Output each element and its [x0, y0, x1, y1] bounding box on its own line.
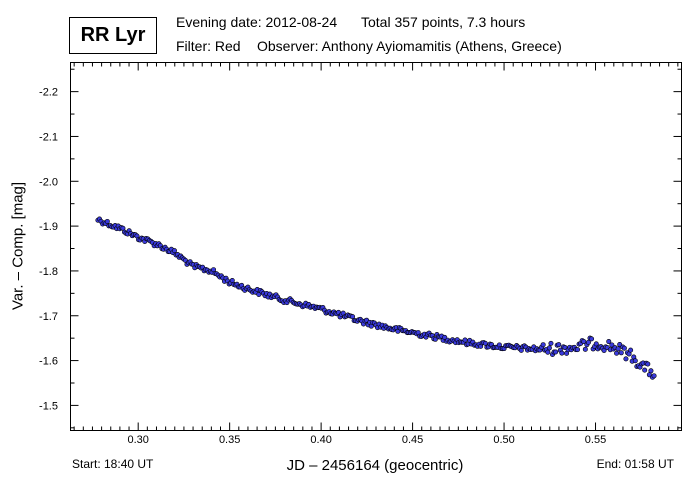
end-time: End: 01:58 UT	[596, 457, 674, 471]
y-axis-label: Var. – Comp. [mag]	[9, 181, 27, 311]
data-point	[540, 342, 546, 348]
data-point	[556, 342, 562, 348]
evening-date: Evening date: 2012-08-24	[176, 14, 338, 30]
y-tick-label: -2.0	[39, 176, 58, 188]
data-point	[642, 367, 648, 373]
y-tick-label: -1.8	[39, 266, 58, 278]
data-point	[589, 336, 595, 342]
total-points: Total 357 points, 7.3 hours	[361, 14, 526, 30]
x-axis-label: JD – 2456164 (geocentric)	[286, 457, 464, 474]
data-point	[615, 346, 621, 352]
x-tick-label: 0.30	[127, 434, 148, 446]
data-point	[545, 349, 551, 355]
data-point	[559, 350, 565, 356]
data-point	[462, 337, 468, 343]
data-point	[546, 345, 552, 351]
y-tick-label: -1.7	[39, 311, 58, 323]
data-point	[623, 356, 629, 362]
filter-label: Filter: Red	[176, 38, 241, 54]
data-points	[95, 216, 657, 380]
y-tick-label: -2.1	[39, 131, 58, 143]
x-tick-label: 0.40	[310, 434, 331, 446]
star-name-box: RR Lyr	[69, 17, 157, 54]
x-tick-label: 0.50	[493, 434, 514, 446]
data-point	[575, 347, 581, 353]
data-point	[648, 368, 654, 374]
x-axis-ticks: 0.30 0.35 0.40 0.45 0.50 0.55	[73, 62, 679, 446]
data-point	[618, 350, 624, 356]
data-point	[593, 341, 599, 347]
data-point	[171, 248, 177, 254]
data-point	[585, 339, 591, 345]
data-point	[632, 358, 638, 364]
data-point	[553, 349, 559, 355]
data-point	[548, 340, 554, 346]
star-name: RR Lyr	[80, 24, 146, 46]
data-point	[606, 339, 612, 345]
data-point	[645, 361, 651, 367]
y-tick-label: -1.5	[39, 400, 58, 412]
data-point	[617, 341, 623, 347]
data-point	[628, 347, 634, 353]
y-axis-ticks: -2.2 -2.1 -2.0 -1.9 -1.8 -1.7 -1.6 -1.5	[39, 68, 682, 429]
data-point	[104, 218, 110, 224]
y-tick-label: -1.9	[39, 221, 58, 233]
y-tick-label: -2.2	[39, 87, 58, 99]
y-tick-label: -1.6	[39, 356, 58, 368]
data-point	[621, 345, 627, 351]
data-point	[651, 373, 657, 379]
data-point	[581, 339, 587, 345]
data-point	[614, 350, 620, 356]
start-time: Start: 18:40 UT	[72, 457, 154, 471]
x-tick-label: 0.55	[585, 434, 606, 446]
observer-label: Observer: Anthony Ayiomamitis (Athens, G…	[257, 38, 562, 54]
x-tick-label: 0.45	[402, 434, 423, 446]
x-tick-label: 0.35	[219, 434, 240, 446]
data-point	[582, 346, 588, 352]
